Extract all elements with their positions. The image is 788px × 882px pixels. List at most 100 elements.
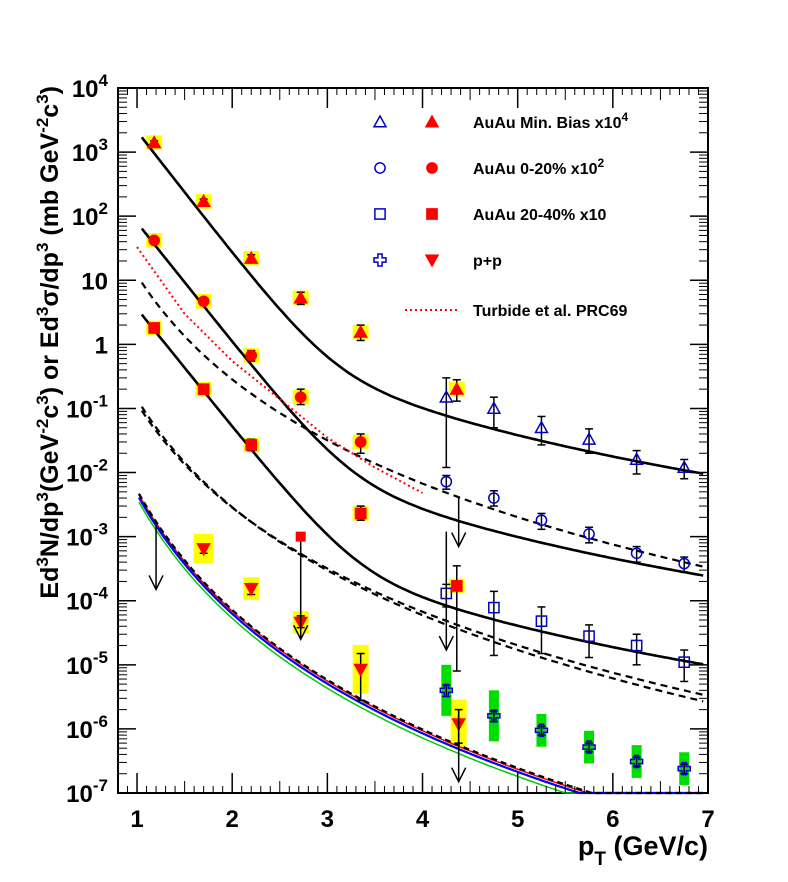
triangle-marker (243, 250, 259, 264)
circle-marker (426, 162, 438, 174)
triangle-marker (353, 324, 368, 338)
square-marker (354, 507, 367, 520)
triangle-marker (581, 431, 597, 445)
y-tick-label: 10-3 (66, 520, 108, 552)
triangle-marker (439, 389, 454, 403)
cross-marker (534, 723, 549, 738)
circle-marker (374, 162, 386, 174)
x-axis-title: pT (GeV/c) (578, 831, 708, 870)
circle-marker (630, 547, 643, 560)
plot-frame-rect (117, 87, 709, 794)
circle-marker (294, 391, 307, 404)
legend-entry-3: p+p (473, 253, 502, 270)
legend: AuAu Min. Bias x104 AuAu 0-20% x102 AuAu 2… (372, 110, 628, 320)
square-marker (583, 630, 595, 643)
square-marker (630, 639, 643, 652)
square-marker (426, 208, 438, 220)
pp-fit-dashed (137, 493, 704, 795)
y-tick-label: 10-7 (66, 776, 108, 808)
circle-marker (148, 234, 161, 247)
fit-curve (140, 227, 704, 577)
square-marker (678, 656, 691, 669)
cross-marker (582, 740, 596, 754)
inverted-triangle-marker (424, 254, 440, 268)
y-tick-label: 10-1 (66, 391, 108, 423)
square-marker (374, 208, 386, 220)
y-tick-label: 10-6 (66, 712, 108, 744)
square-marker (488, 601, 500, 614)
x-tick-label: 4 (416, 806, 430, 833)
square-marker (450, 580, 463, 592)
y-axis-title: Ed3N/dp3(GeV-2c3) or Ed3σ/dp3 (mb GeV-2c… (33, 86, 64, 599)
cross-marker (373, 253, 387, 267)
inverted-triangle-marker (353, 663, 368, 677)
triangle-marker (676, 459, 692, 474)
y-tick-label: 102 (72, 199, 108, 231)
y-tick-label: 10 (81, 268, 108, 295)
triangle-marker (196, 193, 211, 207)
upper-limit-arrowhead (438, 635, 454, 652)
y-tick-label: 104 (72, 71, 109, 103)
x-tick-label: 2 (226, 806, 239, 833)
y-tick-label: 10-2 (66, 456, 108, 488)
circle-marker (583, 528, 595, 540)
upper-limit-arrowhead (451, 532, 467, 549)
y-tick-label: 103 (72, 135, 108, 167)
square-marker (245, 439, 258, 451)
circle-marker (488, 492, 500, 504)
cross-marker (629, 754, 644, 769)
x-tick-label: 5 (511, 806, 524, 833)
fit-curves (136, 136, 704, 795)
legend-entry-4: Turbide et al. PRC69 (473, 303, 628, 320)
upper-limit-arrowhead (451, 767, 467, 784)
ncoll-scaled-pp-curve (140, 406, 704, 703)
cross-marker (487, 709, 501, 723)
triangle-marker (293, 290, 308, 304)
legend-entry-0: AuAu Min. Bias x104 (473, 110, 628, 132)
triangle-marker (146, 135, 162, 149)
fit-curve (140, 136, 704, 475)
x-tick-label: 3 (321, 806, 334, 833)
triangle-marker (449, 381, 465, 395)
square-marker (535, 615, 548, 628)
y-tick-label: 1 (95, 332, 108, 359)
circle-marker (535, 514, 548, 527)
plot-frame (117, 87, 709, 794)
x-tick-label: 7 (701, 806, 714, 833)
ncoll-scaled-pp-curve (140, 281, 704, 568)
circle-marker (354, 436, 367, 448)
circle-marker (440, 475, 453, 488)
inverted-triangle-marker (243, 582, 259, 597)
ncoll-scaled-pp-curve (140, 410, 704, 696)
circle-marker (678, 557, 691, 570)
circle-marker (245, 349, 258, 362)
upper-limit-square-marker (295, 531, 306, 542)
y-tick-label: 10-4 (66, 584, 108, 616)
axes: 10-7 10-6 10-5 10-4 10-3 10-2 10-1 1 10 102 103 104… (33, 71, 715, 870)
circle-marker (197, 295, 210, 308)
cross-marker (439, 683, 454, 698)
inverted-triangle-marker (196, 543, 211, 557)
triangle-marker (372, 114, 388, 128)
y-tick-label: 10-5 (66, 648, 108, 680)
square-marker (197, 383, 210, 396)
upper-limit-arrowhead (148, 575, 164, 592)
triangle-marker (629, 451, 644, 466)
upper-limit-arrowhead (293, 624, 309, 641)
cross-marker (677, 761, 691, 776)
triangle-marker (486, 400, 502, 415)
triangle-marker (424, 114, 440, 128)
systematic-bands (146, 135, 690, 785)
fit-curve (140, 313, 704, 666)
square-marker (148, 322, 161, 334)
triangle-marker (534, 420, 549, 434)
data-points (146, 135, 692, 784)
pp-fit-red (138, 494, 704, 794)
turbide-curve (136, 246, 423, 494)
x-tick-label: 6 (606, 806, 619, 833)
x-tick-label: 1 (130, 806, 143, 833)
legend-entry-2: AuAu 20-40% x10 (473, 207, 606, 224)
legend-entry-1: AuAu 0-20% x102 (473, 156, 605, 178)
pp-fit-blue (137, 497, 704, 795)
